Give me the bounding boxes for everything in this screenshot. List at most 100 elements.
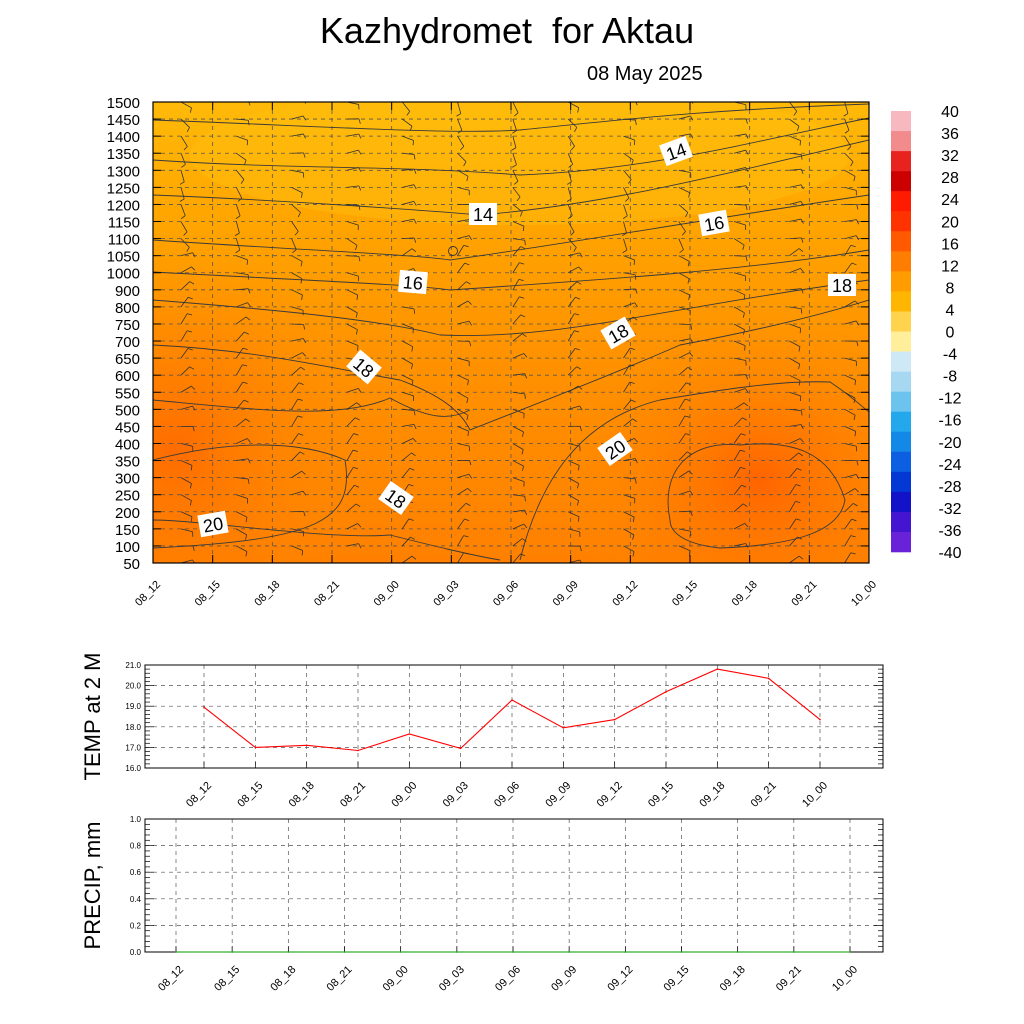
wind-barb xyxy=(346,204,359,206)
wind-barb-flag xyxy=(468,235,473,241)
colorbar-label: 24 xyxy=(941,192,959,209)
wind-barb xyxy=(291,398,299,410)
wind-barb-flag xyxy=(742,503,748,507)
wind-barb xyxy=(180,281,190,291)
wind-barb-flag xyxy=(410,363,414,370)
wind-barb-flag xyxy=(301,294,303,300)
wind-barb-flag xyxy=(466,398,469,404)
wind-barb-flag xyxy=(745,149,749,155)
wind-barb xyxy=(733,357,746,361)
colorbar-label: 8 xyxy=(946,280,955,297)
wind-barb-flag xyxy=(413,168,417,174)
wind-barb xyxy=(789,424,802,427)
wind-barb-flag xyxy=(685,382,691,386)
wind-barb xyxy=(180,313,188,325)
wind-barb-flag xyxy=(631,159,634,165)
wind-barb xyxy=(733,402,745,410)
wind-barb xyxy=(789,306,802,310)
y-tick-label: 400 xyxy=(115,436,140,453)
wind-barb xyxy=(346,149,359,154)
wind-barb-flag xyxy=(354,417,360,421)
wind-barb xyxy=(678,289,690,296)
wind-barb-flag xyxy=(523,523,528,529)
wind-barb-flag xyxy=(413,218,417,224)
wind-barb xyxy=(678,545,691,551)
wind-barb xyxy=(678,169,691,173)
wind-barb-flag xyxy=(855,235,860,241)
wind-barb xyxy=(457,488,468,496)
wind-barb-flag xyxy=(800,218,804,224)
wind-barb-flag xyxy=(186,127,190,133)
wind-barb-flag xyxy=(632,551,635,557)
wind-barb-flag xyxy=(579,559,582,563)
y-tick-label: 1200 xyxy=(107,197,140,214)
wind-barb xyxy=(733,238,745,246)
wind-barb-flag xyxy=(856,460,859,466)
x-tick-label: 09_12 xyxy=(595,780,625,810)
wind-barb-flag xyxy=(189,500,192,506)
wind-barb xyxy=(623,381,631,393)
wind-barb-flag xyxy=(579,546,582,552)
x-tick-label: 09_09 xyxy=(543,780,573,810)
wind-barb-flag xyxy=(190,465,193,471)
wind-barb xyxy=(346,238,358,246)
wind-barb xyxy=(402,135,414,141)
wind-barb xyxy=(789,518,797,530)
wind-barb-flag xyxy=(358,133,362,139)
wind-barb-flag xyxy=(800,154,803,160)
wind-barb-flag xyxy=(413,184,417,190)
wind-barb-flag xyxy=(635,102,638,106)
colorbar-swatch xyxy=(891,191,911,212)
series-point xyxy=(613,718,616,721)
wind-barb-flag xyxy=(687,278,690,284)
wind-barb-flag xyxy=(464,262,470,266)
wind-barb-flag xyxy=(685,433,691,436)
colorbar-swatch xyxy=(891,331,911,352)
heatmap-blobs xyxy=(153,102,869,563)
wind-barb-flag xyxy=(743,402,749,407)
wind-barb-flag xyxy=(799,438,804,443)
wind-barb-flag xyxy=(578,385,583,390)
x-tick-label: 09_15 xyxy=(646,780,676,810)
wind-barb xyxy=(180,443,193,447)
wind-barb xyxy=(844,426,856,432)
wind-barb xyxy=(512,523,525,530)
wind-barb xyxy=(733,503,744,513)
wind-barb-flag xyxy=(691,102,694,104)
wind-barb xyxy=(623,562,625,563)
y-tick-label: 0.4 xyxy=(130,895,142,904)
wind-barb xyxy=(291,490,304,496)
contour-label-bg xyxy=(378,480,414,516)
colorbar-swatch xyxy=(891,471,911,493)
wind-barb xyxy=(567,238,577,248)
colorbar-label: -20 xyxy=(938,435,961,452)
wind-barb xyxy=(567,102,579,109)
wind-barb xyxy=(733,323,745,331)
x-tick-label: 09_21 xyxy=(774,964,804,994)
wind-barb-flag xyxy=(463,244,469,248)
wind-barb-flag xyxy=(357,523,362,528)
wind-barb xyxy=(567,366,577,376)
x-tick-label: 09_06 xyxy=(493,964,523,994)
wind-barb xyxy=(678,352,690,359)
contour-label-bg xyxy=(828,274,856,296)
wind-barb xyxy=(402,306,415,310)
wind-barb xyxy=(401,248,413,256)
wind-barb-flag xyxy=(741,484,747,488)
wind-barb xyxy=(180,187,185,200)
wind-barb xyxy=(733,449,741,461)
wind-barb xyxy=(236,528,247,536)
contour-line xyxy=(153,279,869,336)
colorbar-label: 40 xyxy=(941,104,959,121)
x-tick-label: 09_18 xyxy=(697,780,727,810)
wind-barb-flag xyxy=(684,415,690,418)
wind-barb xyxy=(568,528,580,533)
wind-barb xyxy=(789,200,802,205)
wind-barb xyxy=(733,149,746,154)
wind-barb xyxy=(789,237,802,239)
wind-barb-flag xyxy=(685,212,689,218)
wind-barb-flag xyxy=(353,467,359,470)
wind-barb xyxy=(236,511,248,518)
wind-barb xyxy=(789,118,800,127)
wind-barb xyxy=(512,373,525,376)
